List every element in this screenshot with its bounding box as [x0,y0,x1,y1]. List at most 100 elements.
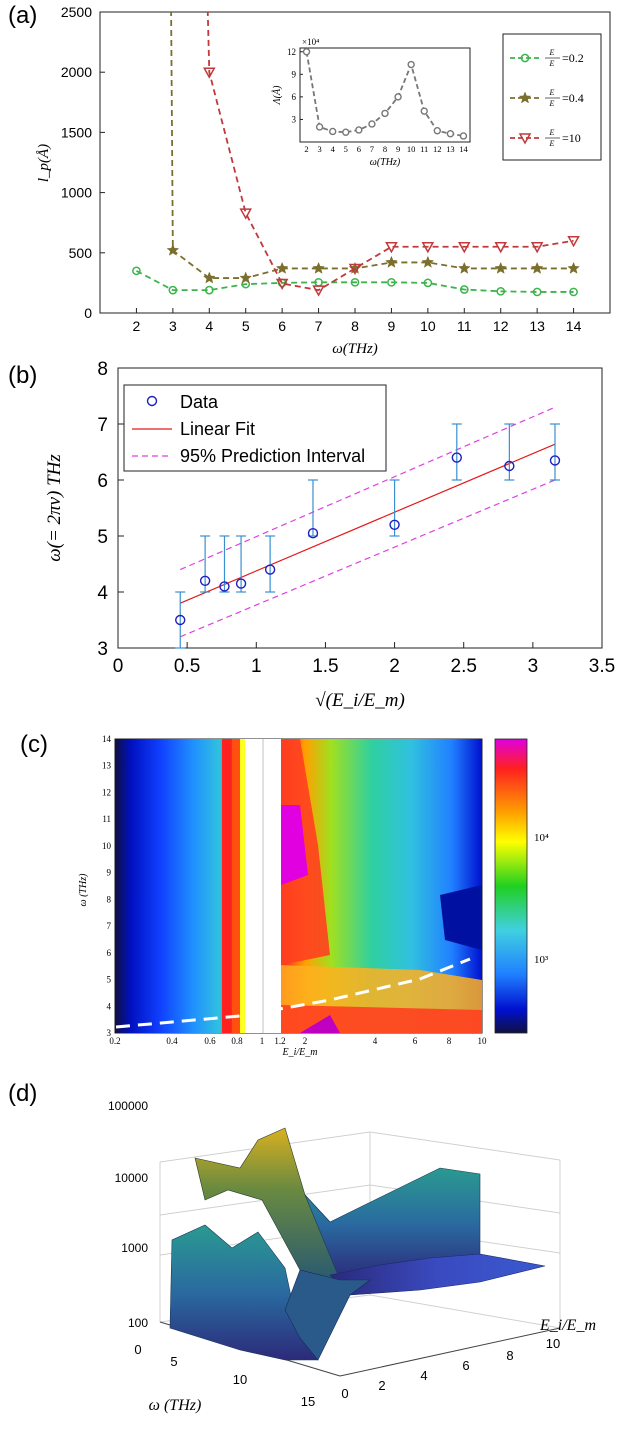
box-edge-d [369,1131,561,1161]
data-point-a-1 [421,255,435,268]
y-tick-label-c: 8 [107,894,112,904]
fit-line-b [179,443,556,604]
x-tick-label-b: 1 [251,656,262,677]
data-point-a-2 [275,278,289,291]
x-tick-label-c: 1 [260,1036,265,1046]
y-axis-label-a: l_p(Å) [36,144,52,182]
legend-label-a: =0.2 [562,51,584,65]
inset-x-tick-label: 2 [304,144,308,154]
x-tick-label-a: 4 [205,318,213,334]
surface-flat-d [329,1253,546,1296]
legend-marker-a [520,53,530,63]
inset-x-tick-label: 7 [370,144,374,154]
data-point-b [307,527,319,539]
legend-b: Data Linear Fit 95% Prediction Interval [123,384,387,472]
data-point-a-0 [459,285,469,294]
x-tick-label-a: 11 [457,318,472,334]
x-tick-label-a: 3 [169,318,177,334]
panel-d: (d) 100 1000 10000 100000 0 5 10 15 0 2 4 6 8 10 ω (TH… [0,1070,620,1432]
panel-d-label: (d) [8,1080,38,1107]
inset-x-tick-label: 8 [383,144,387,154]
legend-marker-a [518,91,532,104]
data-point-a-0 [496,286,506,296]
data-point-a-1 [530,261,544,274]
x-tick-label-a: 13 [529,318,545,334]
y-axis-label-c: ω (THz) [78,873,89,907]
x-axis-label-c: E_i/E_m [282,1047,318,1058]
inset-x-tick-label: 14 [459,144,468,154]
series-line-a-2 [206,12,574,292]
data-point-b [549,455,561,466]
y-tick-label-d: 4 [420,1368,427,1383]
x-tick-label-a: 14 [566,318,582,334]
y-tick-label-c: 11 [102,814,111,824]
y-tick-label-d: 8 [506,1348,513,1363]
inset-x-tick-label: 3 [317,144,321,154]
data-point-b [235,578,247,589]
colorbar-tick-label-c: 10³ [534,954,549,966]
panel-c-label: (c) [20,731,48,758]
y-tick-label-d: 2 [378,1378,385,1393]
data-point-a-2 [494,242,507,254]
heat-band-core [232,739,240,1033]
legend-label-b: Linear Fit [180,419,255,439]
x-tick-label-c: 2 [303,1036,308,1046]
panel-a-label: (a) [8,2,38,29]
x-tick-label-a: 8 [351,318,359,334]
prediction-lower-b [179,479,556,638]
data-point-a-0 [168,285,178,295]
y-tick-label-c: 13 [102,761,112,771]
x-tick-label-c: 0.6 [204,1036,216,1046]
x-tick-label-a: 9 [388,318,396,334]
data-point-a-2 [203,67,216,79]
x-tick-label-b: 0 [113,656,124,677]
x-tick-label-a: 12 [493,318,509,334]
y-tick-label-c: 10 [102,841,112,851]
y-tick-label-c: 7 [107,921,112,931]
heat-low-purple [300,1015,340,1033]
data-point-b [219,581,230,592]
surface-valley-d [284,1269,371,1361]
data-point-b [389,519,400,531]
x-tick-label-a: 7 [315,318,323,334]
inset-x-label: ω(THz) [370,157,401,168]
data-point-a-2 [239,208,252,220]
legend-label-a: =0.4 [562,91,584,105]
y-tick-label-b: 3 [97,639,108,660]
x-axis-label-d: ω (THz) [149,1397,202,1414]
inset-x-tick-label: 9 [396,144,400,154]
y-tick-label-a: 2500 [61,4,92,20]
inset-x-tick-label: 6 [357,144,361,154]
inset-y-tick-label: 9 [292,69,297,79]
panel-b-label: (b) [8,362,38,389]
data-point-a-1 [494,261,508,274]
legend-a: EE =0.2EE =0.4EE =10 [502,33,602,161]
legend-frac-den-a: E [549,59,555,68]
heat-peak-right [281,805,308,885]
panel-b: (b) 3 4 5 6 7 8 0 0.5 1 1.5 2 2.5 3 3.5 ω(= 2πν) THz √(… [0,360,620,725]
x-tick-label-d: 5 [170,1354,177,1369]
series-line-a-0 [136,270,574,293]
inset-y-label: Λ(Å) [271,85,283,105]
x-tick-label-b: 2.5 [451,656,477,677]
inset-x-tick-label: 11 [420,144,428,154]
x-tick-label-c: 4 [373,1036,378,1046]
z-tick-label-d: 100 [128,1316,148,1330]
inset-y-tick-label: 3 [292,114,297,124]
inset-y-tick-label: 12 [287,47,296,57]
y-tick-label-a: 500 [69,245,93,261]
legend-marker-b [146,395,158,407]
data-point-a-2 [421,242,435,254]
legend-marker-a [518,133,532,145]
data-point-a-1 [385,255,398,268]
data-point-a-2 [385,242,398,254]
panel-c: (c) 3 4 5 6 7 8 9 10 11 12 13 14 0.2 0.4 0.6 0.8 1 1.2 2 4 6… [0,725,620,1070]
y-tick-label-c: 3 [107,1028,112,1038]
x-tick-label-b: 3 [528,656,539,677]
box-edge-d [369,1294,561,1329]
y-tick-label-c: 14 [102,734,112,744]
data-point-a-0 [423,278,433,288]
data-point-b [264,564,276,575]
inset-point [355,126,363,134]
